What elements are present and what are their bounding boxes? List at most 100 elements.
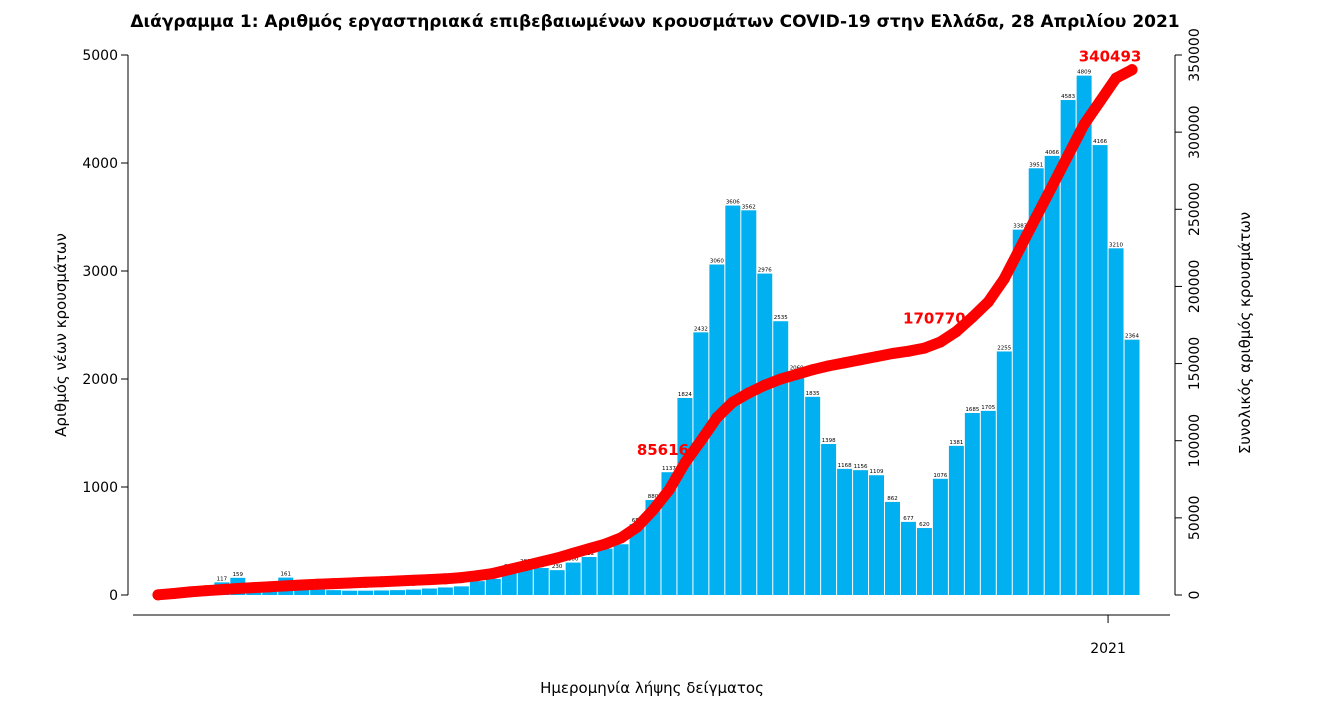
bar [773, 321, 789, 595]
bar [405, 589, 421, 595]
bar-value-label: 300 [568, 557, 579, 563]
bar [437, 587, 453, 595]
bar [1028, 168, 1044, 596]
cumulative-point [839, 357, 851, 369]
cumulative-point [376, 576, 388, 588]
cumulative-point [264, 581, 276, 593]
cumulative-point [551, 552, 563, 564]
bar [533, 568, 549, 595]
cumulative-point [407, 574, 419, 586]
bar [549, 570, 565, 595]
bar-value-label: 2069 [790, 366, 804, 372]
cumulative-point [423, 574, 435, 586]
bar-value-label: 3951 [1029, 162, 1043, 168]
cumulative-point [248, 582, 260, 594]
bar [294, 588, 310, 595]
bar [741, 210, 757, 595]
bar [517, 564, 533, 595]
bar-value-label: 1156 [854, 464, 868, 470]
bar [916, 528, 932, 595]
cumulative-point [887, 348, 898, 360]
cumulative-annotation: 340493 [1079, 48, 1142, 66]
bar [453, 586, 469, 595]
x-tick-label: 2021 [1090, 641, 1126, 657]
bar-value-label: 2255 [997, 345, 1011, 351]
y2-tick-label: 350000 [1187, 28, 1203, 81]
cumulative-series [152, 64, 1138, 601]
bar [629, 524, 645, 595]
bar-value-label: 3060 [710, 259, 724, 265]
cumulative-point [168, 587, 180, 599]
bar-value-label: 2976 [758, 268, 772, 274]
cumulative-point [775, 373, 787, 385]
bar-value-label: 1168 [838, 463, 852, 469]
bar-value-label: 3606 [726, 200, 740, 206]
bar [597, 548, 613, 595]
cumulative-point [679, 457, 691, 469]
cumulative-point [471, 570, 483, 582]
left-y-axis: 0 1000 2000 3000 4000 5000 [82, 48, 129, 604]
bar [358, 590, 374, 595]
cumulative-point [871, 351, 883, 363]
cumulative-point [902, 345, 914, 357]
bar [469, 581, 485, 595]
bar [565, 562, 581, 595]
x-axis-title: Ημερομηνία λήψης δείγματος [540, 679, 764, 697]
y2-tick-label: 100000 [1187, 414, 1203, 467]
bar-value-label: 1824 [678, 392, 692, 398]
cumulative-point [583, 543, 595, 555]
cumulative-point [711, 412, 723, 424]
cumulative-point [982, 296, 994, 308]
bar [789, 371, 805, 595]
cumulative-point [918, 342, 930, 354]
bar [948, 445, 964, 595]
cumulative-point [535, 556, 547, 568]
bar [996, 351, 1012, 595]
cumulative-point [791, 368, 803, 380]
bar-value-label: 620 [919, 522, 930, 528]
bar [932, 478, 948, 595]
cumulative-point [1046, 180, 1058, 192]
bar [853, 470, 869, 595]
cumulative-point [663, 484, 675, 496]
bar [677, 398, 693, 595]
bar [581, 556, 597, 595]
cumulative-point [296, 579, 308, 591]
bar [805, 396, 821, 595]
cumulative-point [743, 387, 755, 399]
cumulative-point [1030, 211, 1042, 223]
cumulative-point [519, 560, 531, 572]
bar-value-label: 1137 [662, 466, 676, 472]
cumulative-point [232, 583, 244, 595]
y2-tick-label: 300000 [1187, 105, 1203, 158]
bar-value-label: 1835 [806, 391, 820, 397]
bar-value-label: 2364 [1125, 334, 1139, 340]
cumulative-annotation: 170770 [903, 310, 966, 328]
bar-value-label: 4583 [1061, 94, 1075, 100]
cumulative-point [966, 311, 978, 323]
cumulative-point [152, 589, 164, 601]
bar [310, 589, 326, 595]
y-tick-label: 2000 [82, 372, 118, 388]
cumulative-annotation: 85616 [637, 441, 689, 459]
bar-value-label: 3210 [1109, 242, 1123, 248]
bar-value-label: 2432 [694, 326, 708, 332]
bar [485, 578, 501, 595]
cumulative-point [184, 586, 196, 598]
bar [964, 413, 980, 595]
cumulative-point [1062, 149, 1074, 161]
bar [837, 468, 853, 595]
cumulative-point [1094, 95, 1106, 107]
bar [1012, 229, 1028, 596]
cumulative-point [392, 575, 403, 587]
cumulative-labels: 85616 170770 340493 [637, 48, 1142, 459]
bar [869, 475, 885, 595]
cumulative-point [631, 521, 643, 533]
cumulative-point [328, 578, 340, 590]
y-tick-label: 3000 [82, 264, 118, 280]
bar-value-label: 2535 [774, 315, 788, 321]
cumulative-point [950, 326, 962, 338]
cumulative-point [280, 580, 292, 592]
bar-value-label: 1705 [981, 405, 995, 411]
bar-value-label: 4809 [1077, 70, 1091, 76]
